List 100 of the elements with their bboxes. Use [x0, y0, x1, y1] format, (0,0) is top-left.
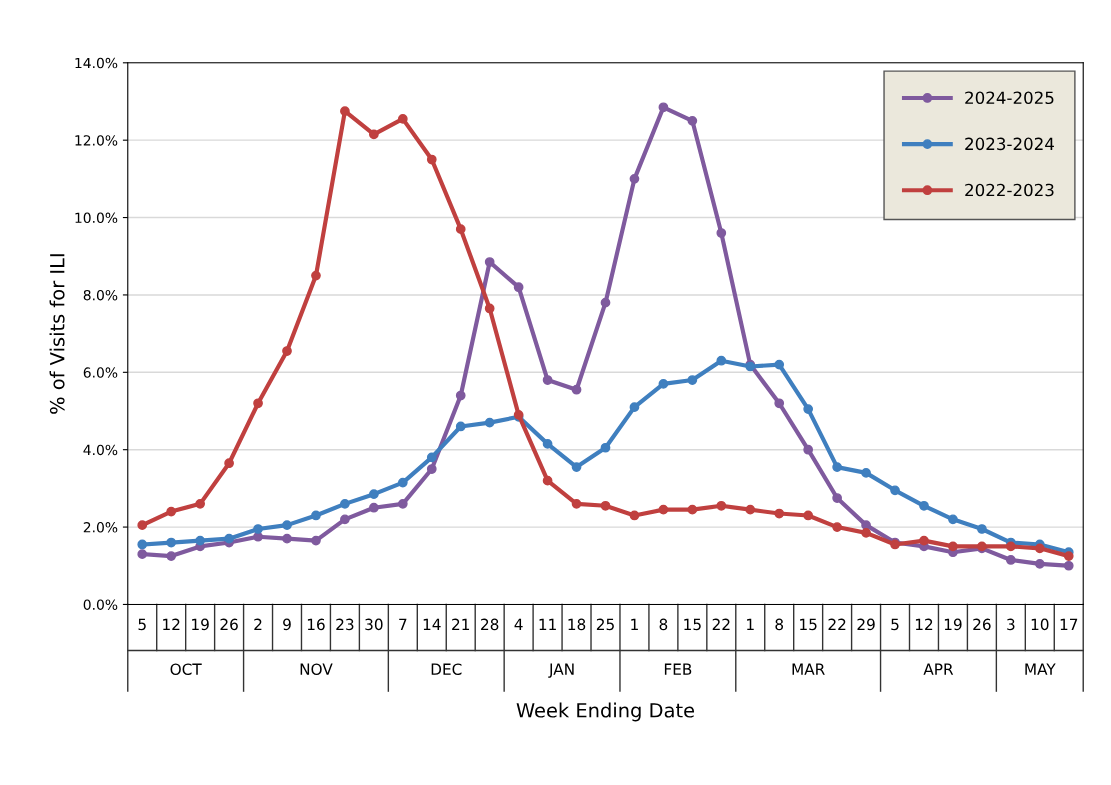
point [311, 510, 321, 521]
point [1005, 541, 1016, 552]
x-tick-label: 1 [747, 618, 754, 630]
point [803, 444, 814, 455]
point [774, 398, 785, 409]
point [166, 551, 177, 561]
x-tick-label: 7 [399, 618, 407, 630]
x-tick-label: 9 [283, 618, 291, 631]
x-tick-label: 26 [220, 618, 238, 631]
point [571, 384, 582, 395]
point [919, 535, 929, 546]
point [600, 297, 611, 308]
legend-label: 2024-2025 [965, 91, 1054, 105]
x-tick-label: 1 [631, 618, 638, 630]
x-tick-label: 3 [1007, 618, 1015, 631]
point [832, 522, 842, 532]
point [484, 257, 495, 267]
x-tick-label: 10 [1031, 618, 1049, 631]
point [861, 468, 871, 478]
point [137, 539, 148, 550]
x-tick-label: 30 [365, 618, 383, 631]
point [658, 379, 669, 389]
point [861, 520, 871, 530]
point [224, 533, 234, 544]
point [137, 549, 148, 560]
point [919, 500, 929, 511]
point [977, 524, 987, 534]
y-tick-label: 2.0% [83, 522, 118, 533]
point [311, 270, 321, 281]
point [861, 528, 871, 538]
point [571, 498, 582, 509]
x-tick-label: 15 [684, 618, 701, 631]
point [571, 462, 582, 472]
point [166, 537, 177, 548]
x-tick-label: 22 [712, 618, 730, 630]
point [137, 520, 148, 530]
point [253, 398, 263, 409]
text: MAY [1025, 663, 1056, 675]
point [224, 458, 234, 469]
point [687, 115, 698, 126]
point [369, 502, 379, 513]
point [948, 541, 958, 552]
x-tick-label: 8 [659, 618, 668, 631]
point [658, 102, 669, 113]
y-tick-label: 4.0% [83, 444, 118, 456]
x-tick-label: 26 [973, 618, 991, 631]
x-tick-label: 16 [307, 618, 325, 631]
legend-label: 2022-2023 [965, 183, 1054, 197]
point [282, 520, 292, 530]
x-axis-title: Week Ending Date [516, 702, 695, 722]
point [455, 390, 466, 401]
point [166, 506, 177, 517]
point [340, 498, 350, 509]
y-axis-title: % of Visits for ILI [49, 254, 65, 414]
point [774, 508, 785, 519]
x-tick-label: 4 [514, 618, 523, 630]
y-tick-label: 10.0% [75, 212, 118, 224]
point [253, 524, 263, 534]
point [195, 498, 206, 509]
point [1005, 555, 1016, 565]
point [369, 129, 379, 140]
point [774, 359, 785, 370]
x-tick-label: 2 [254, 618, 262, 630]
text: OCT [170, 663, 202, 675]
x-tick-label: 5 [891, 618, 899, 631]
point [542, 475, 553, 486]
x-tick-label: 17 [1060, 618, 1078, 630]
text: MAR [792, 663, 825, 675]
text: FEB [664, 663, 692, 675]
point [1034, 543, 1045, 554]
point [832, 462, 842, 472]
point [340, 106, 350, 117]
x-tick-label: 29 [857, 618, 875, 631]
text: DEC [431, 663, 462, 675]
point [890, 485, 900, 496]
point [803, 404, 814, 414]
point [484, 303, 495, 314]
x-tick-label: 15 [800, 618, 817, 631]
point [484, 417, 495, 428]
point [687, 375, 698, 385]
point [1034, 558, 1045, 569]
point [513, 282, 524, 293]
point [629, 510, 640, 521]
x-tick-label: 22 [828, 618, 846, 630]
point [716, 500, 727, 511]
x-tick-label: 11 [539, 618, 556, 630]
point [600, 442, 611, 453]
point [426, 464, 437, 474]
point [340, 514, 350, 525]
point [282, 346, 292, 356]
x-tick-label: 12 [163, 618, 180, 630]
point [1063, 551, 1074, 561]
point [426, 154, 437, 165]
y-tick-label: 8.0% [83, 289, 118, 301]
point [397, 114, 408, 124]
y-tick-label: 12.0% [75, 135, 118, 146]
legend-label: 2023-2024 [965, 137, 1054, 151]
point [311, 535, 321, 546]
point [629, 174, 640, 184]
point [948, 514, 958, 525]
